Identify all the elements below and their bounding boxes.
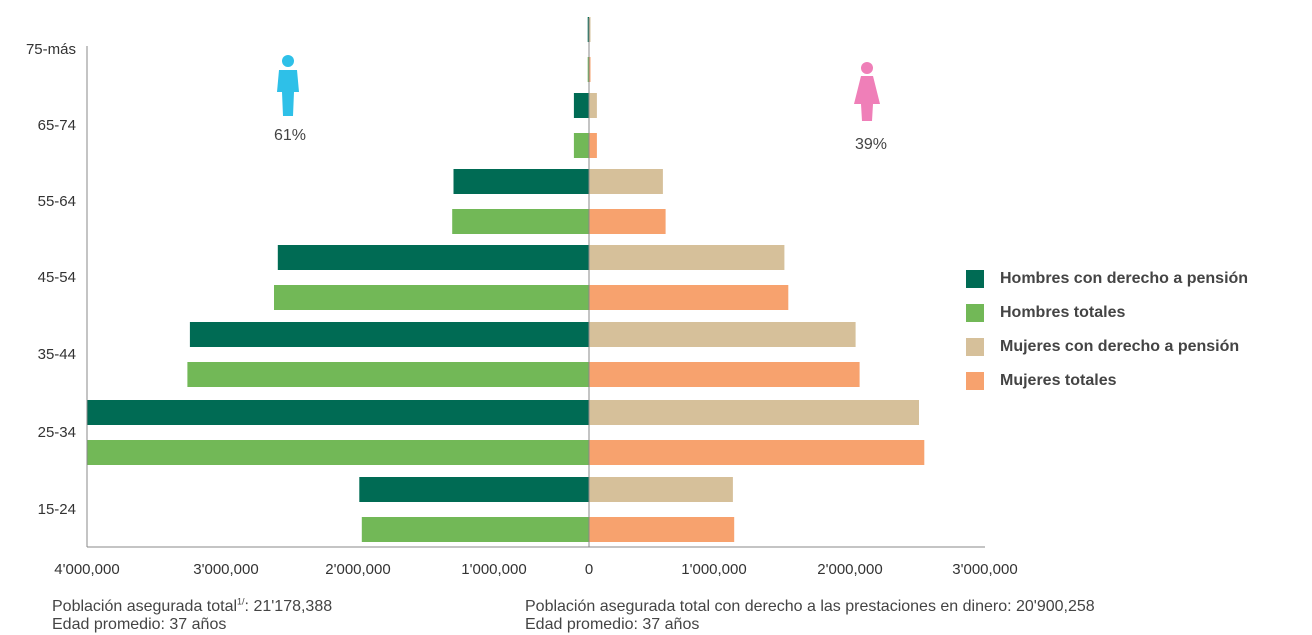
bar-female-total-65-74 <box>589 133 597 158</box>
bars-group <box>87 17 925 542</box>
footer-right-line1: Población asegurada total con derecho a … <box>525 598 1095 615</box>
bar-female-pension-25-34 <box>589 400 919 425</box>
y-tick-label: 25-34 <box>38 424 76 441</box>
bar-male-pension-25-34 <box>87 400 589 425</box>
legend-swatch <box>966 372 984 390</box>
legend-item: Mujeres totales <box>966 364 1248 398</box>
legend-item: Hombres totales <box>966 296 1248 330</box>
axes-group: 15-24 25-34 35-44 45-54 55-64 65-74 75-más 4'00… <box>26 18 1018 578</box>
bar-female-pension-55-64 <box>589 169 663 194</box>
footer-left-line2: Edad promedio: 37 años <box>52 616 227 633</box>
footnote-marker: 1/ <box>237 596 245 607</box>
legend-label: Mujeres totales <box>1000 372 1117 389</box>
bar-female-total-25-34 <box>589 440 925 465</box>
bar-male-total-15-24 <box>361 517 589 542</box>
bar-female-pension-15-24 <box>589 477 733 502</box>
bar-female-pension-45-54 <box>589 245 785 270</box>
bar-male-pension-65-74 <box>573 93 589 118</box>
y-tick-label: 75-más <box>26 41 76 58</box>
bar-female-total-15-24 <box>589 517 735 542</box>
female-percentage: 39% <box>855 136 887 153</box>
y-tick-label: 35-44 <box>38 346 76 363</box>
legend-item: Hombres con derecho a pensión <box>966 262 1248 296</box>
bar-male-pension-35-44 <box>189 322 589 347</box>
x-tick-label: 2'000,000 <box>817 561 882 578</box>
legend-label: Hombres totales <box>1000 304 1126 321</box>
x-tick-label: 3'000,000 <box>193 561 258 578</box>
bar-male-total-75-más <box>587 57 590 82</box>
footer-left-label: Población asegurada total <box>52 598 238 615</box>
y-tick-label: 15-24 <box>38 501 76 518</box>
bar-male-pension-15-24 <box>359 477 589 502</box>
legend-label: Hombres con derecho a pensión <box>1000 270 1249 287</box>
bar-female-total-75-más <box>589 57 591 82</box>
bar-male-total-35-44 <box>187 362 589 387</box>
bar-female-pension-75-más <box>589 17 591 42</box>
y-tick-label: 65-74 <box>38 117 76 134</box>
woman-icon <box>854 62 880 121</box>
chart-legend: Hombres con derecho a pensión Hombres tot… <box>966 262 1248 398</box>
bar-female-total-35-44 <box>589 362 860 387</box>
y-tick-label: 45-54 <box>38 269 76 286</box>
man-icon <box>277 55 299 116</box>
bar-male-pension-55-64 <box>453 169 589 194</box>
footer-left: Población asegurada total1/: 21'178,388 … <box>52 596 333 634</box>
x-tick-label: 3'000,000 <box>952 561 1017 578</box>
x-tick-label: 4'000,000 <box>54 561 119 578</box>
x-tick-label: 0 <box>585 561 593 578</box>
legend-swatch <box>966 270 984 288</box>
x-tick-label: 1'000,000 <box>681 561 746 578</box>
bar-male-total-65-74 <box>573 133 589 158</box>
bar-male-pension-75-más <box>587 17 590 42</box>
y-tick-label: 55-64 <box>38 193 76 210</box>
footer-left-value: : 21'178,388 <box>244 598 333 615</box>
footer-right-line2: Edad promedio: 37 años <box>525 616 700 633</box>
x-tick-label: 2'000,000 <box>325 561 390 578</box>
bar-female-total-45-54 <box>589 285 789 310</box>
bar-female-pension-35-44 <box>589 322 856 347</box>
bar-female-pension-65-74 <box>589 93 597 118</box>
legend-item: Mujeres con derecho a pensión <box>966 330 1248 364</box>
male-percentage: 61% <box>274 127 306 144</box>
bar-male-total-55-64 <box>452 209 589 234</box>
bar-male-total-45-54 <box>274 285 589 310</box>
footer-right: Población asegurada total con derecho a … <box>525 598 1095 634</box>
bar-female-total-55-64 <box>589 209 666 234</box>
x-tick-label: 1'000,000 <box>461 561 526 578</box>
legend-label: Mujeres con derecho a pensión <box>1000 338 1240 355</box>
footer-left-line1: Población asegurada total1/: 21'178,388 <box>52 596 333 616</box>
bar-male-total-25-34 <box>87 440 589 465</box>
legend-swatch <box>966 338 984 356</box>
legend-swatch <box>966 304 984 322</box>
bar-male-pension-45-54 <box>277 245 589 270</box>
icons-group <box>277 55 880 121</box>
